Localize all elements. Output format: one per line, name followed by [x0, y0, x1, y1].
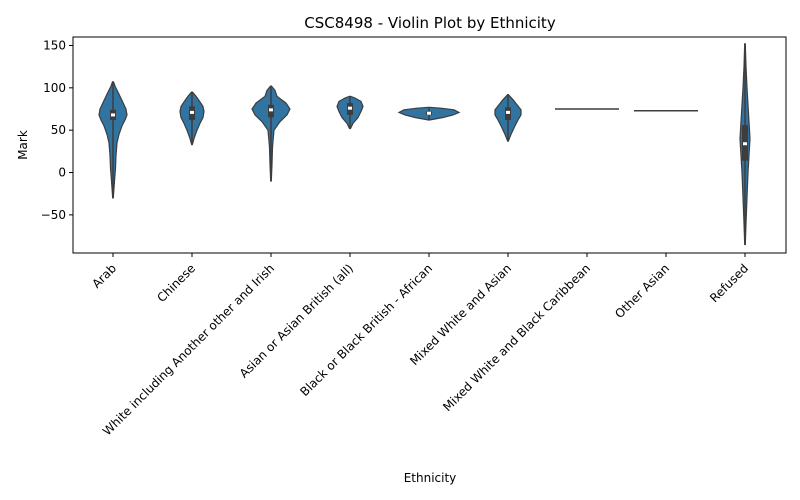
violin-median — [111, 113, 115, 117]
x-tick-label: White including Another other and Irish — [100, 261, 277, 438]
violin-median — [427, 111, 431, 115]
y-tick-label: 100 — [43, 81, 66, 95]
y-tick-label: 150 — [43, 38, 66, 52]
x-tick-label: Refused — [707, 261, 751, 305]
violin-median — [269, 108, 273, 112]
x-axis-label: Ethnicity — [404, 471, 457, 485]
violin — [494, 94, 522, 142]
violin-median — [506, 110, 510, 114]
y-tick-label: 50 — [51, 123, 66, 137]
violin — [336, 95, 364, 130]
violin-median — [348, 106, 352, 110]
x-tick-label: Mixed White and Black Caribbean — [440, 261, 593, 414]
violin — [251, 85, 291, 182]
y-axis-label: Mark — [16, 130, 30, 160]
violin-median — [743, 142, 747, 146]
x-tick-label: Arab — [89, 261, 119, 291]
violin-median — [190, 110, 194, 114]
violin — [397, 106, 461, 121]
y-tick-label: −50 — [41, 208, 66, 222]
y-tick-label: 0 — [58, 166, 66, 180]
x-tick-label: Other Asian — [612, 261, 672, 321]
violins — [98, 43, 751, 246]
violin — [739, 43, 751, 246]
y-axis: −50 0 50 100 150 — [41, 38, 73, 222]
chart-title: CSC8498 - Violin Plot by Ethnicity — [304, 14, 556, 32]
x-tick-label: Chinese — [154, 261, 198, 305]
violin — [98, 81, 128, 199]
violin — [179, 91, 205, 146]
plot-frame — [72, 36, 787, 254]
x-tick-label: Black or Black British - African — [297, 261, 435, 399]
